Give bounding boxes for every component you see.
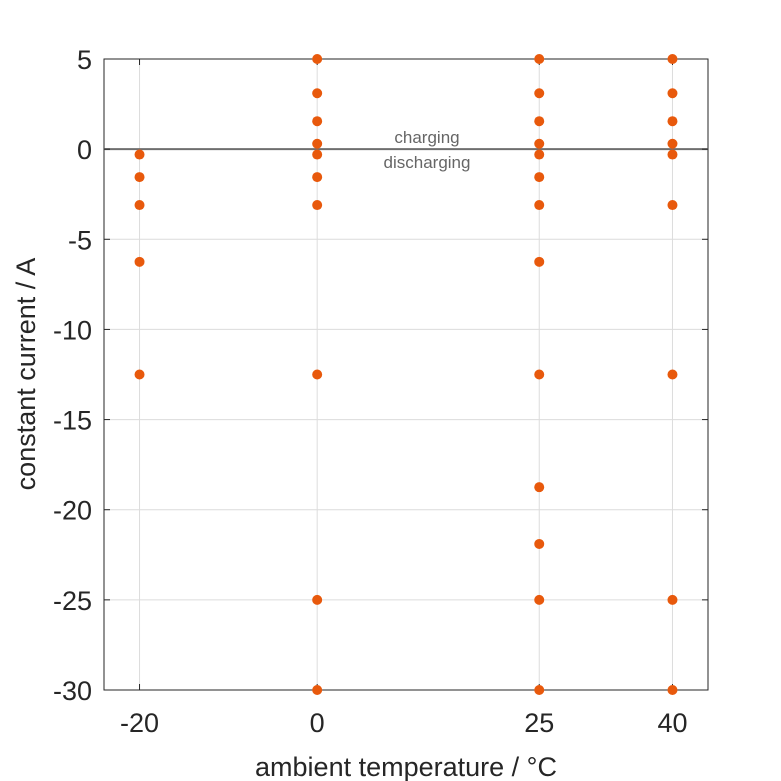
data-point <box>667 54 678 64</box>
data-point <box>534 200 545 211</box>
x-tick-label: 25 <box>524 708 554 738</box>
data-point <box>312 116 323 127</box>
data-point <box>312 685 323 695</box>
data-point <box>667 88 678 99</box>
data-point <box>534 594 545 605</box>
y-axis-label: constant current / A <box>11 258 41 491</box>
data-point <box>667 200 678 211</box>
plot-frame <box>103 58 709 691</box>
annotation-charging: charging <box>394 128 459 147</box>
data-point <box>134 369 145 380</box>
data-point <box>667 116 678 127</box>
data-point <box>312 54 323 64</box>
data-point <box>134 256 145 267</box>
data-point <box>134 149 145 160</box>
tick-layer: -20 0 25 40 5 0 -5 -10 -15 -20 -25 -30 <box>53 45 708 738</box>
y-tick-label: -30 <box>53 676 92 706</box>
data-point <box>534 54 545 64</box>
data-point <box>312 172 323 183</box>
data-point <box>534 116 545 127</box>
annotation-discharging: discharging <box>384 153 471 172</box>
data-point <box>312 594 323 605</box>
data-point <box>667 594 678 605</box>
data-point <box>312 138 323 149</box>
x-tick-label: -20 <box>120 708 159 738</box>
data-point <box>312 369 323 380</box>
data-point <box>667 138 678 149</box>
data-point <box>534 138 545 149</box>
y-tick-label: -10 <box>53 315 92 345</box>
data-point <box>534 685 545 695</box>
data-point <box>534 149 545 160</box>
data-point <box>534 538 545 549</box>
y-tick-label: -20 <box>53 496 92 526</box>
data-point <box>667 149 678 160</box>
x-tick-label: 40 <box>657 708 687 738</box>
x-axis-label: ambient temperature / °C <box>255 752 557 781</box>
data-point <box>534 172 545 183</box>
data-point <box>312 200 323 211</box>
y-tick-label: -5 <box>68 225 92 255</box>
y-tick-label: 0 <box>77 135 92 165</box>
data-point <box>534 256 545 267</box>
y-tick-label: 5 <box>77 45 92 75</box>
data-point <box>134 200 145 211</box>
point-layer <box>134 54 678 695</box>
data-point <box>667 685 678 695</box>
data-point <box>534 482 545 493</box>
data-point <box>667 369 678 380</box>
x-tick-label: 0 <box>310 708 325 738</box>
data-point <box>312 88 323 99</box>
data-point <box>312 149 323 160</box>
data-point <box>534 369 545 380</box>
data-point <box>534 88 545 99</box>
data-point <box>134 172 145 183</box>
y-tick-label: -25 <box>53 586 92 616</box>
y-tick-label: -15 <box>53 406 92 436</box>
